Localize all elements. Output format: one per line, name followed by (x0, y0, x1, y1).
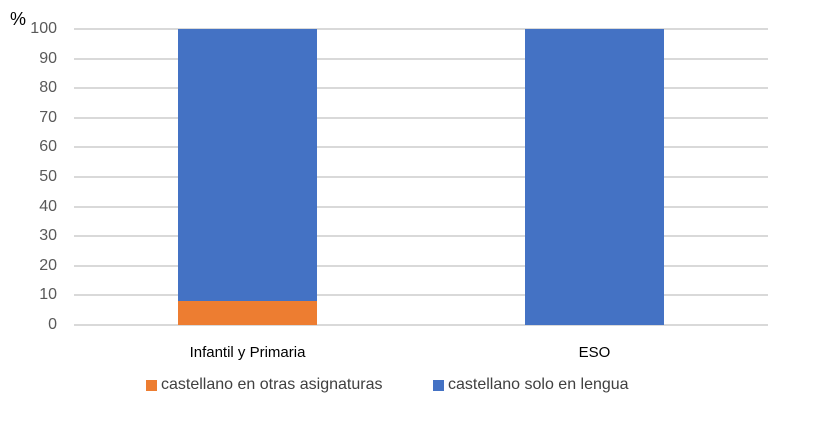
y-tick-label: 10 (39, 286, 57, 304)
gridline (74, 235, 768, 238)
bar-segment (178, 29, 317, 302)
y-tick-label: 90 (39, 49, 57, 67)
legend-swatch-orange (146, 379, 157, 391)
gridline (74, 116, 768, 119)
bar-segment (178, 301, 317, 325)
x-axis-label: ESO (578, 344, 611, 361)
y-tick-label: 50 (39, 168, 57, 185)
legend-item-solo-lengua: castellano solo en lengua (433, 376, 629, 394)
gridline (74, 87, 768, 90)
legend-label: castellano solo en lengua (448, 376, 629, 393)
y-tick-label: 70 (39, 108, 57, 126)
legend-label: castellano en otras asignaturas (161, 376, 383, 393)
gridline (74, 28, 768, 30)
gridline (74, 146, 768, 149)
y-tick-label: 0 (48, 316, 57, 333)
gridline (74, 176, 768, 178)
x-axis-label: Infantil y Primaria (189, 344, 306, 361)
gridline (74, 324, 768, 326)
gridline (74, 57, 768, 60)
y-tick-label: 100 (30, 20, 57, 37)
gridline (74, 205, 768, 208)
y-tick-label: 20 (39, 256, 57, 274)
y-tick-label: 80 (39, 79, 57, 97)
legend-swatch-blue (433, 379, 444, 391)
gridline (74, 264, 768, 267)
y-axis-unit-label: % (10, 9, 27, 29)
y-tick-label: 40 (39, 197, 57, 215)
gridline (74, 294, 768, 297)
legend-item-otras-asignaturas: castellano en otras asignaturas (146, 376, 382, 394)
bar-segment (525, 29, 664, 325)
y-tick-label: 60 (39, 138, 57, 156)
y-tick-label: 30 (39, 227, 57, 245)
